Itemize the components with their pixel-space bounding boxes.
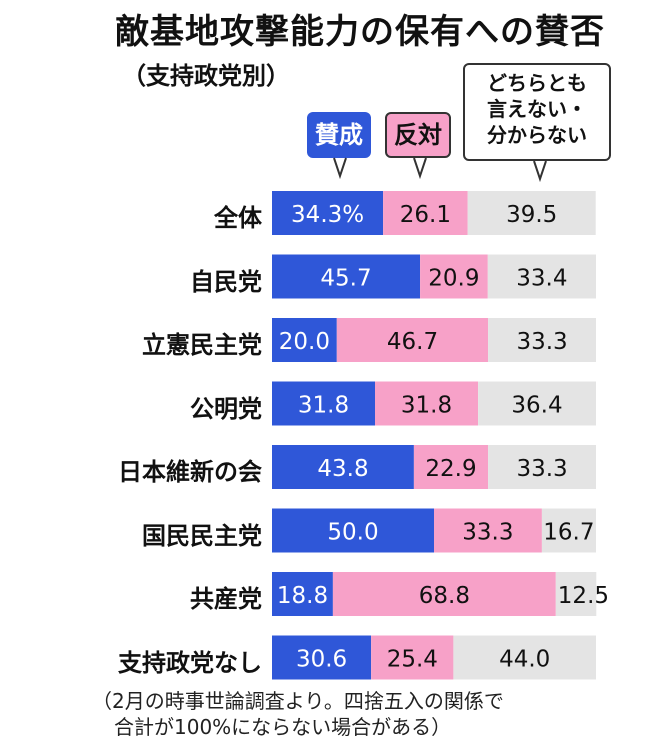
data-label-approve: 30.6 — [296, 647, 347, 673]
data-label-oppose: 20.9 — [428, 266, 479, 292]
data-label-oppose: 33.3 — [462, 520, 513, 546]
chart-title: 敵基地攻撃能力の保有への賛否 — [115, 12, 605, 52]
data-label-neutral: 44.0 — [499, 647, 550, 673]
legend-approve: 賛成 — [307, 112, 371, 158]
bar-oppose — [375, 381, 478, 426]
bar-neutral — [453, 635, 596, 680]
bar-approve — [272, 381, 375, 426]
bar-oppose — [383, 191, 468, 235]
bar-approve — [272, 254, 421, 299]
data-label-neutral: 16.7 — [543, 520, 594, 546]
bar-oppose — [434, 508, 542, 553]
data-label-approve: 34.3% — [291, 202, 364, 228]
bar-approve — [272, 635, 372, 680]
bar-approve — [272, 191, 384, 235]
bar-oppose — [420, 254, 488, 299]
bar-oppose — [371, 635, 454, 680]
legend-neutral-line: 分からない — [487, 123, 587, 147]
bar-neutral — [488, 318, 596, 362]
category-label: 支持政党なし — [118, 648, 262, 677]
data-label-neutral: 12.5 — [558, 583, 609, 609]
bar-oppose — [413, 445, 489, 489]
data-label-neutral: 33.3 — [516, 456, 567, 482]
legend-pointer-neutral — [533, 160, 547, 183]
category-label: 自民党 — [190, 267, 262, 296]
bar-oppose — [332, 572, 556, 616]
bar-neutral — [467, 191, 596, 235]
data-label-oppose: 25.4 — [387, 647, 438, 673]
category-label: 日本維新の会 — [118, 458, 262, 486]
category-label: 立憲民主党 — [142, 331, 262, 359]
data-label-approve: 50.0 — [327, 520, 378, 546]
data-label-oppose: 26.1 — [400, 202, 451, 228]
legend-pointer-approve — [333, 157, 347, 180]
bar-neutral — [478, 381, 596, 426]
legend-neutral: どちらとも 言えない・ 分からない — [463, 63, 611, 161]
footnote-line: （2月の時事世論調査より。四捨五入の関係で — [92, 689, 504, 713]
legend-neutral-line: 言えない・ — [487, 97, 587, 121]
bar-oppose — [336, 318, 489, 362]
legend-pointer-oppose — [413, 157, 427, 180]
data-label-approve: 43.8 — [317, 456, 368, 482]
bar-approve — [272, 508, 434, 553]
data-label-oppose: 31.8 — [401, 393, 452, 419]
data-label-neutral: 33.4 — [516, 266, 567, 292]
data-label-approve: 45.7 — [320, 266, 371, 292]
data-label-neutral: 39.5 — [506, 202, 557, 228]
bar-neutral — [541, 508, 596, 553]
bar-neutral — [488, 445, 596, 489]
data-label-oppose: 46.7 — [387, 329, 438, 355]
legend-oppose: 反対 — [385, 112, 451, 158]
bar-neutral — [555, 572, 597, 616]
data-label-oppose: 68.8 — [419, 583, 470, 609]
category-label: 全体 — [214, 204, 262, 232]
data-label-approve: 18.8 — [277, 583, 328, 609]
data-label-neutral: 33.3 — [516, 329, 567, 355]
footnote: （2月の時事世論調査より。四捨五入の関係で 合計が100%にならない場合がある） — [92, 688, 504, 740]
category-label: 国民民主党 — [142, 521, 262, 550]
bar-neutral — [487, 254, 596, 299]
data-label-approve: 20.0 — [279, 329, 330, 355]
bar-approve — [272, 572, 333, 616]
data-label-neutral: 36.4 — [511, 393, 562, 419]
legend-neutral-line: どちらとも — [487, 71, 587, 95]
data-label-oppose: 22.9 — [425, 456, 476, 482]
data-label-approve: 31.8 — [298, 393, 349, 419]
category-label: 共産党 — [190, 585, 262, 613]
bar-approve — [272, 445, 414, 489]
footnote-line: 合計が100%にならない場合がある） — [114, 715, 452, 739]
bar-approve — [272, 318, 337, 362]
category-label: 公明党 — [190, 394, 262, 423]
chart-subtitle: （支持政党別） — [122, 62, 290, 90]
